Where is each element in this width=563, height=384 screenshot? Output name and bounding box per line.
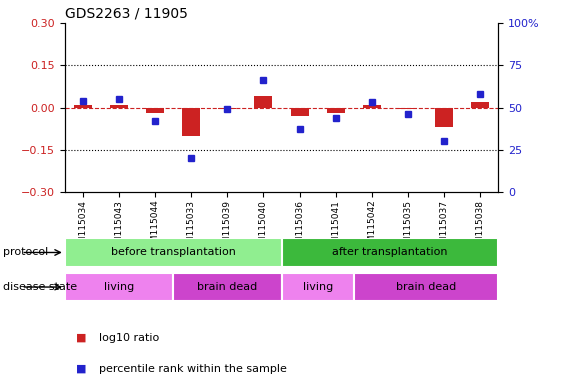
Text: GDS2263 / 11905: GDS2263 / 11905 bbox=[65, 7, 187, 20]
Bar bbox=[173, 273, 282, 301]
Bar bbox=[65, 273, 173, 301]
Bar bbox=[363, 105, 381, 108]
Text: living: living bbox=[104, 282, 134, 292]
Text: disease state: disease state bbox=[3, 282, 77, 292]
Bar bbox=[74, 105, 92, 108]
Text: before transplantation: before transplantation bbox=[111, 247, 235, 258]
Bar bbox=[354, 273, 498, 301]
Text: living: living bbox=[302, 282, 333, 292]
Text: log10 ratio: log10 ratio bbox=[99, 333, 159, 343]
Bar bbox=[327, 108, 345, 113]
Text: brain dead: brain dead bbox=[396, 282, 456, 292]
Bar bbox=[65, 238, 282, 267]
Bar bbox=[182, 108, 200, 136]
Bar bbox=[291, 108, 309, 116]
Text: ■: ■ bbox=[76, 333, 87, 343]
Bar bbox=[218, 108, 236, 109]
Text: protocol: protocol bbox=[3, 247, 48, 258]
Bar bbox=[471, 102, 489, 108]
Text: ■: ■ bbox=[76, 364, 87, 374]
Bar bbox=[254, 96, 272, 108]
Bar bbox=[282, 238, 498, 267]
Bar bbox=[282, 273, 354, 301]
Bar bbox=[399, 108, 417, 109]
Text: percentile rank within the sample: percentile rank within the sample bbox=[99, 364, 287, 374]
Bar bbox=[435, 108, 453, 127]
Text: brain dead: brain dead bbox=[197, 282, 257, 292]
Bar bbox=[146, 108, 164, 113]
Bar bbox=[110, 105, 128, 108]
Text: after transplantation: after transplantation bbox=[332, 247, 448, 258]
